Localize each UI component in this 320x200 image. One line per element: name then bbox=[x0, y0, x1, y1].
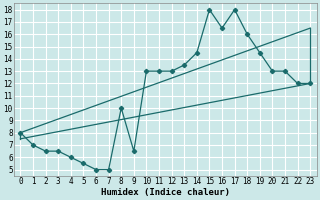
X-axis label: Humidex (Indice chaleur): Humidex (Indice chaleur) bbox=[101, 188, 230, 197]
